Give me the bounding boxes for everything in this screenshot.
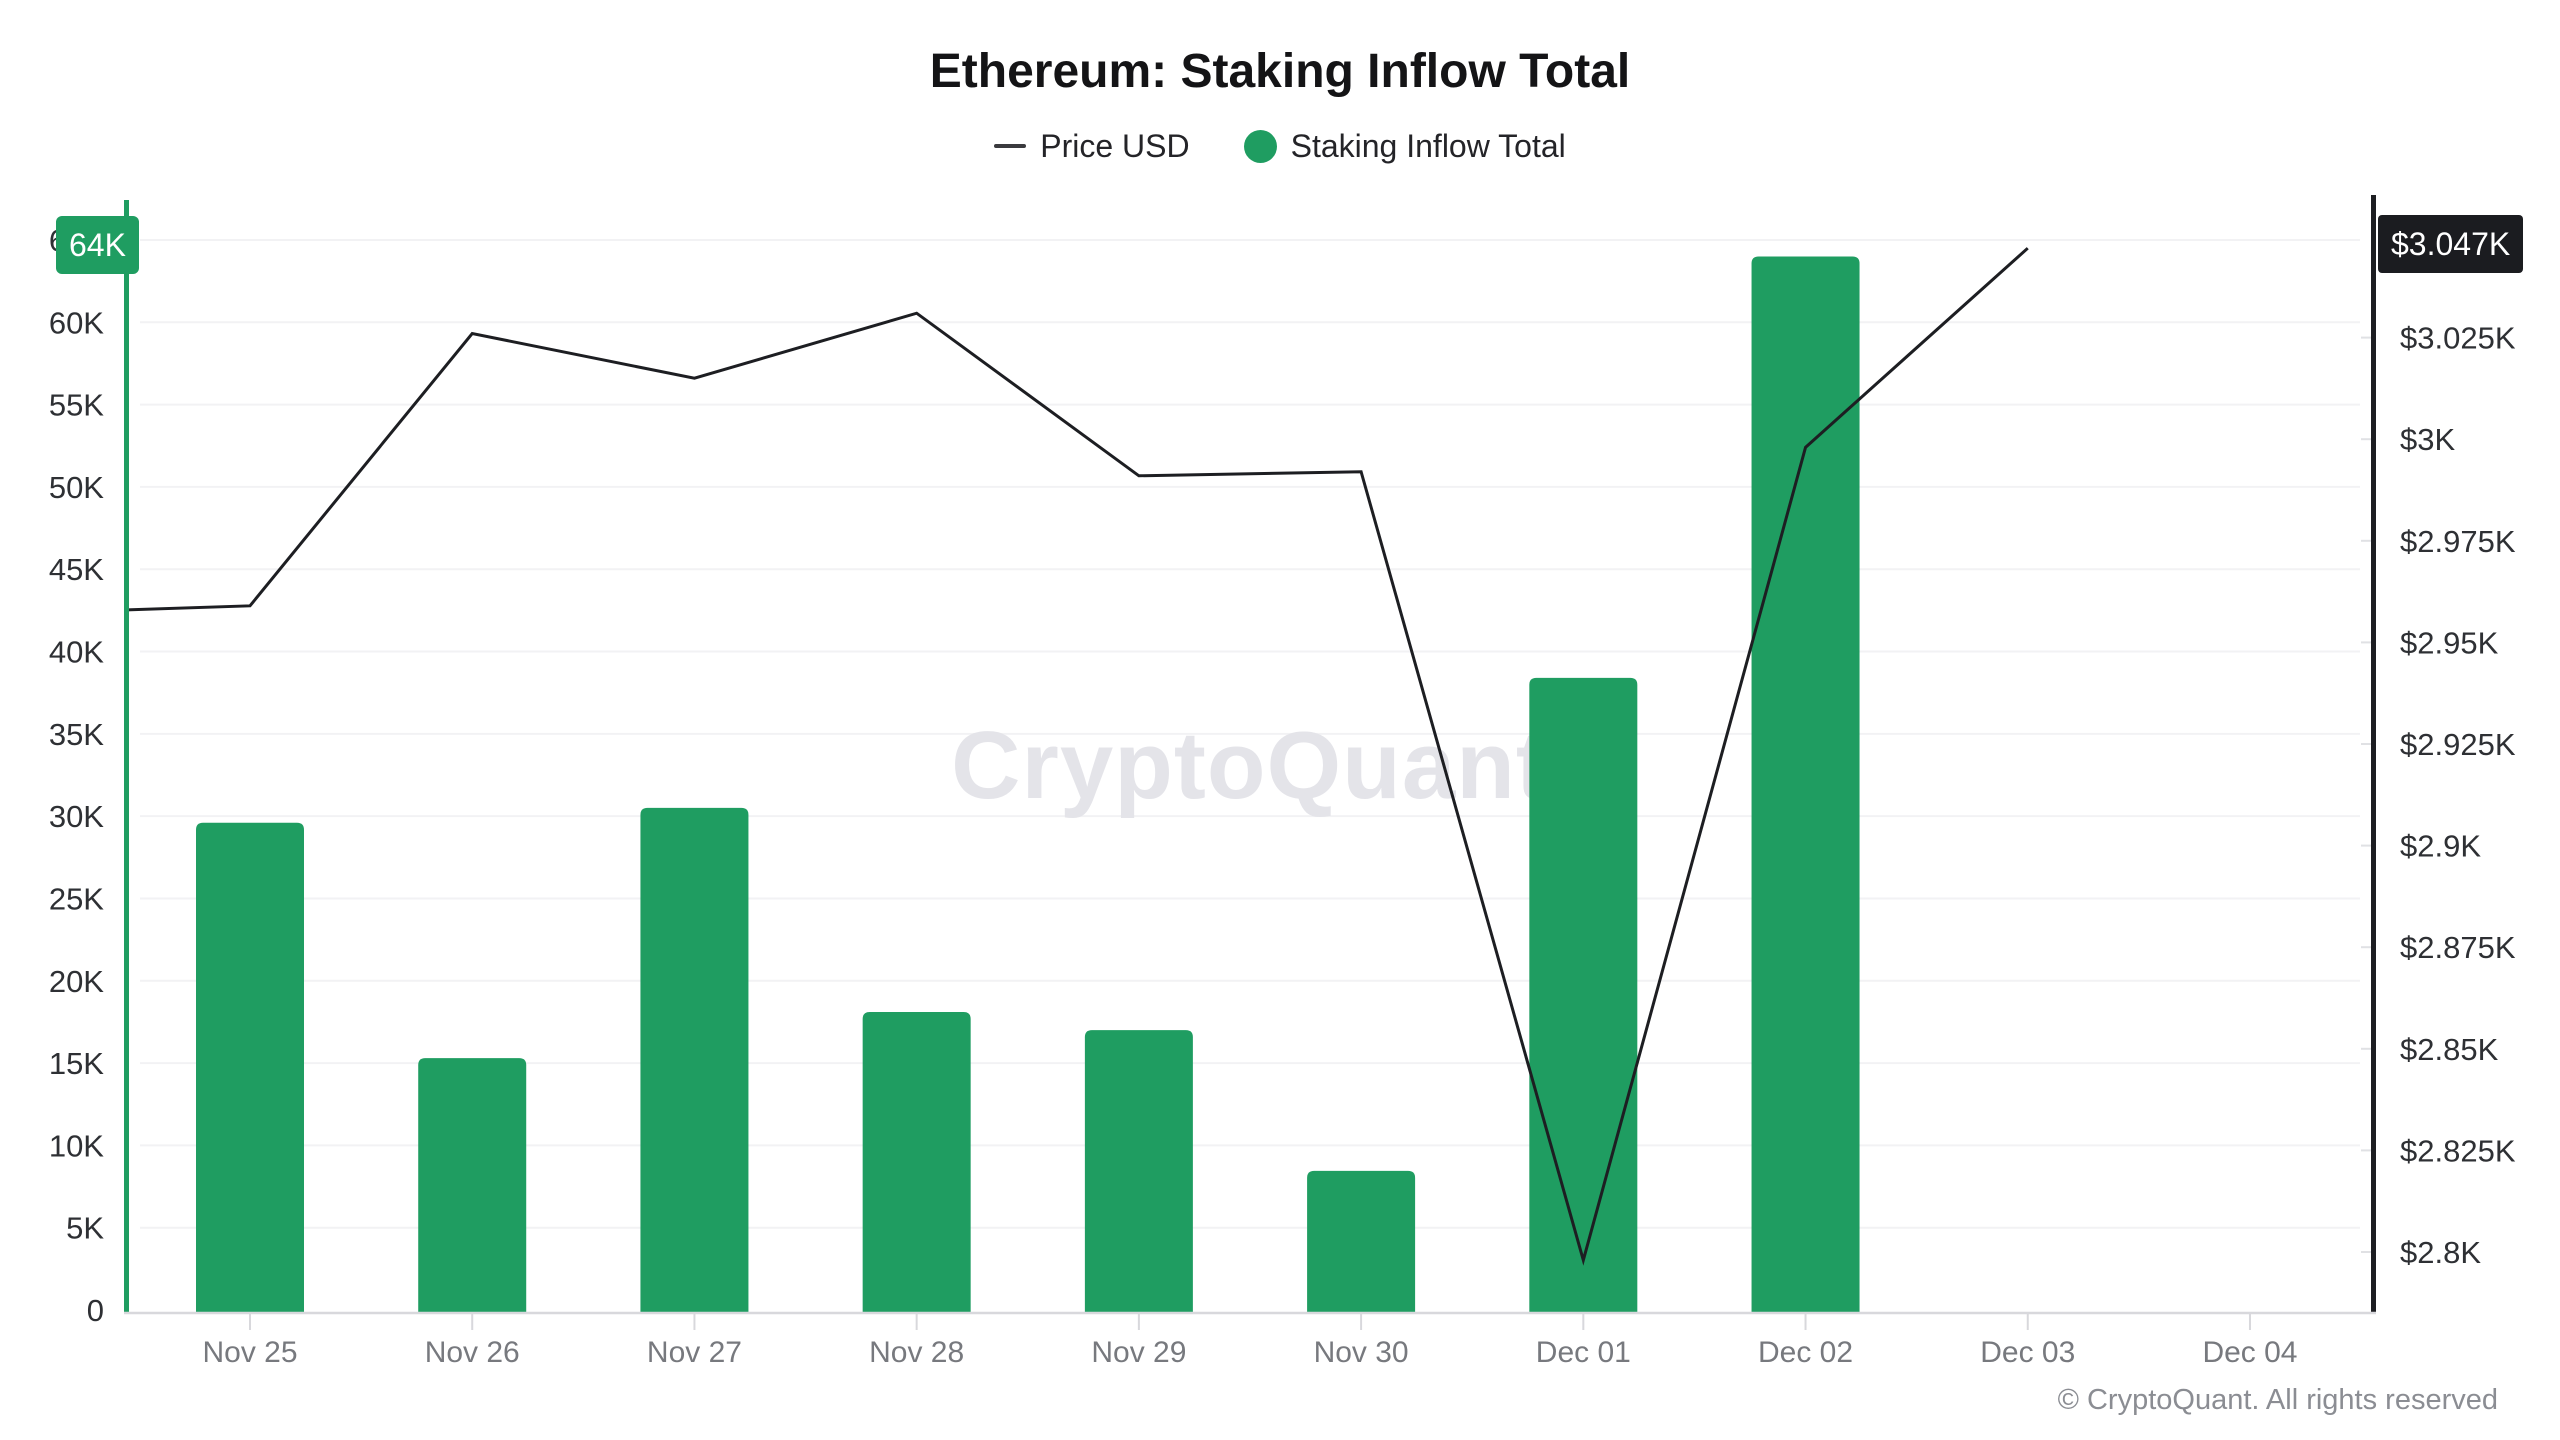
right-axis-tick-label: $2.9K [2400,829,2481,864]
bar-nov-28[interactable] [862,1012,971,1312]
x-axis-label: Dec 03 [1980,1336,2075,1369]
price-line[interactable] [125,247,2029,1266]
left-axis-tick-label: 55K [49,388,104,423]
x-axis-label: Nov 28 [869,1336,964,1369]
right-axis-tick-label: $2.925K [2400,727,2516,762]
left-axis-tick-label: 60K [49,305,104,340]
bar-nov-25[interactable] [196,822,304,1312]
right-axis-tick-label: $3K [2400,422,2455,457]
left-axis-tick-label: 5K [66,1211,104,1246]
right-axis-tick-label: $3.025K [2400,321,2516,356]
left-axis-tick-label: 15K [49,1046,104,1081]
left-axis-tick-label: 20K [49,964,104,999]
line-marker-icon [994,144,1027,148]
right-axis-tick-label: $2.825K [2400,1133,2516,1168]
x-axis-label: Nov 25 [202,1336,297,1369]
left-axis-tick-label: 30K [49,799,104,834]
left-axis-tick-label: 50K [49,470,104,505]
price-last-value-badge: $3.047K [2378,215,2524,273]
x-axis-label: Nov 26 [425,1336,520,1369]
legend-item-staking-inflow[interactable]: Staking Inflow Total [1243,127,1566,165]
right-axis-tick-label: $2.95K [2400,625,2499,660]
left-axis-tick-label: 40K [49,635,104,670]
inflow-last-value-badge: 64K [56,216,139,274]
right-axis-tick-label: $2.875K [2400,930,2516,965]
legend-label-price-usd: Price USD [1040,127,1190,164]
right-axis-tick-label: $2.8K [2400,1235,2481,1270]
legend-label-staking-inflow: Staking Inflow Total [1290,127,1566,164]
left-axis-tick-label: 10K [49,1128,104,1163]
copyright-footer: © CryptoQuant. All rights reserved [2057,1384,2498,1416]
right-axis-tick-label: $2.975K [2400,524,2516,559]
legend-item-price-usd[interactable]: Price USD [994,127,1190,165]
bar-nov-30[interactable] [1307,1170,1416,1312]
right-axis-tick-label: $2.85K [2400,1032,2499,1067]
x-axis-label: Dec 04 [2202,1336,2297,1369]
x-axis-label: Nov 30 [1314,1336,1409,1369]
bar-nov-27[interactable] [640,807,749,1312]
dot-marker-icon [1243,129,1277,163]
x-axis-label: Nov 27 [647,1336,742,1369]
left-axis-tick-label: 35K [49,717,104,752]
chart-title: Ethereum: Staking Inflow Total [929,45,1631,98]
left-axis-tick-label: 25K [49,881,104,916]
bar-nov-26[interactable] [418,1058,527,1312]
bar-dec-02[interactable] [1751,256,1860,1312]
x-axis-label: Dec 01 [1536,1336,1631,1369]
watermark: CryptoQuant [951,712,1549,819]
left-axis-tick-label: 0 [87,1293,104,1328]
legend: Price USD Staking Inflow Total [0,124,2560,168]
x-axis-label: Dec 02 [1758,1336,1853,1369]
left-axis-tick-label: 45K [49,552,104,587]
bar-dec-01[interactable] [1529,677,1638,1312]
x-axis-label: Nov 29 [1091,1336,1186,1369]
bar-nov-29[interactable] [1084,1030,1193,1312]
